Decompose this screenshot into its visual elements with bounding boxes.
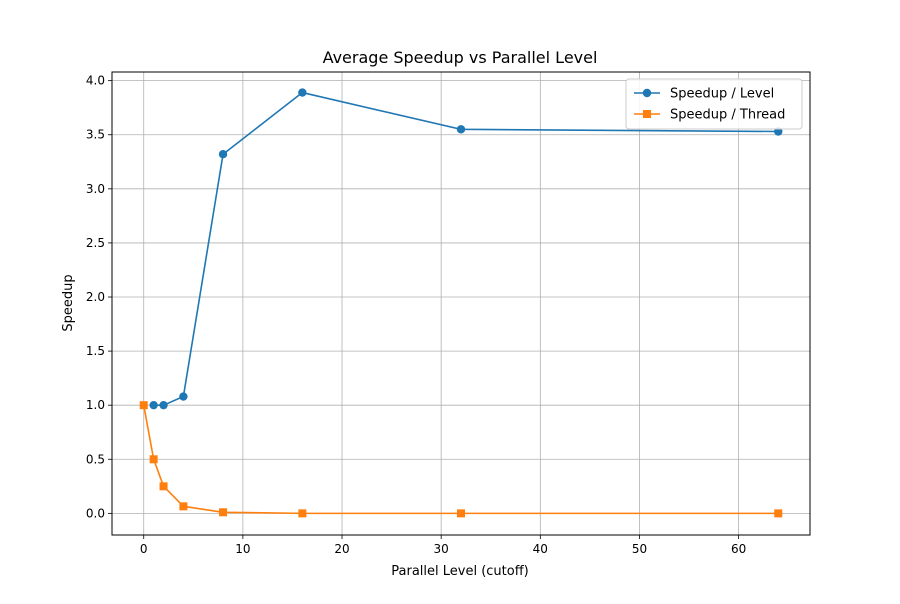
y-tick-label: 3.0 (86, 182, 105, 196)
x-tick-label: 40 (533, 542, 548, 556)
x-axis-label: Parallel Level (cutoff) (391, 564, 528, 579)
data-point (298, 509, 307, 518)
legend-item: Speedup / Thread (634, 108, 785, 123)
legend-marker (643, 110, 651, 118)
y-tick-label: 3.5 (86, 128, 105, 142)
y-tick-label: 2.5 (86, 236, 105, 250)
grid-lines (112, 72, 810, 535)
y-tick-label: 0.0 (86, 506, 105, 520)
data-point (159, 400, 168, 410)
data-point (139, 401, 148, 410)
chart-title: Average Speedup vs Parallel Level (323, 48, 598, 67)
data-point (774, 509, 783, 518)
data-point (179, 392, 188, 401)
data-point (179, 502, 188, 511)
y-tick-label: 4.0 (86, 74, 105, 88)
y-tick-label: 1.5 (86, 344, 105, 358)
data-point (219, 508, 228, 517)
y-axis-label: Speedup (61, 274, 76, 331)
legend: Speedup / Level Speedup / Thread (625, 78, 803, 130)
series-speedup-thread (139, 401, 783, 518)
legend-marker (642, 88, 652, 98)
x-tick-label: 0 (140, 542, 148, 556)
legend-box (625, 78, 803, 130)
data-point (298, 88, 307, 97)
x-tick-label: 10 (235, 542, 250, 556)
data-point (149, 400, 158, 410)
series-line (142, 405, 779, 515)
data-point (457, 509, 465, 518)
plot-frame (111, 71, 811, 536)
legend-label: Speedup / Level (670, 87, 774, 102)
legend-item: Speedup / Level (634, 87, 774, 102)
y-tick-label: 2.0 (86, 290, 105, 304)
x-tick-label: 20 (334, 542, 349, 556)
x-tick-label: 50 (632, 542, 647, 556)
data-point (149, 455, 158, 464)
data-point (456, 125, 466, 134)
axis-ticks: 0 10 20 30 40 50 60 0.0 0.5 1.0 1.5 2.0 2.5 3.0 3.5 4.0 (86, 74, 746, 556)
y-tick-label: 0.5 (86, 452, 105, 466)
data-point (218, 150, 228, 159)
y-tick-label: 1.0 (86, 398, 105, 412)
data-point (159, 482, 168, 491)
legend-label: Speedup / Thread (670, 108, 785, 123)
x-tick-label: 60 (731, 542, 746, 556)
x-tick-label: 30 (434, 542, 449, 556)
